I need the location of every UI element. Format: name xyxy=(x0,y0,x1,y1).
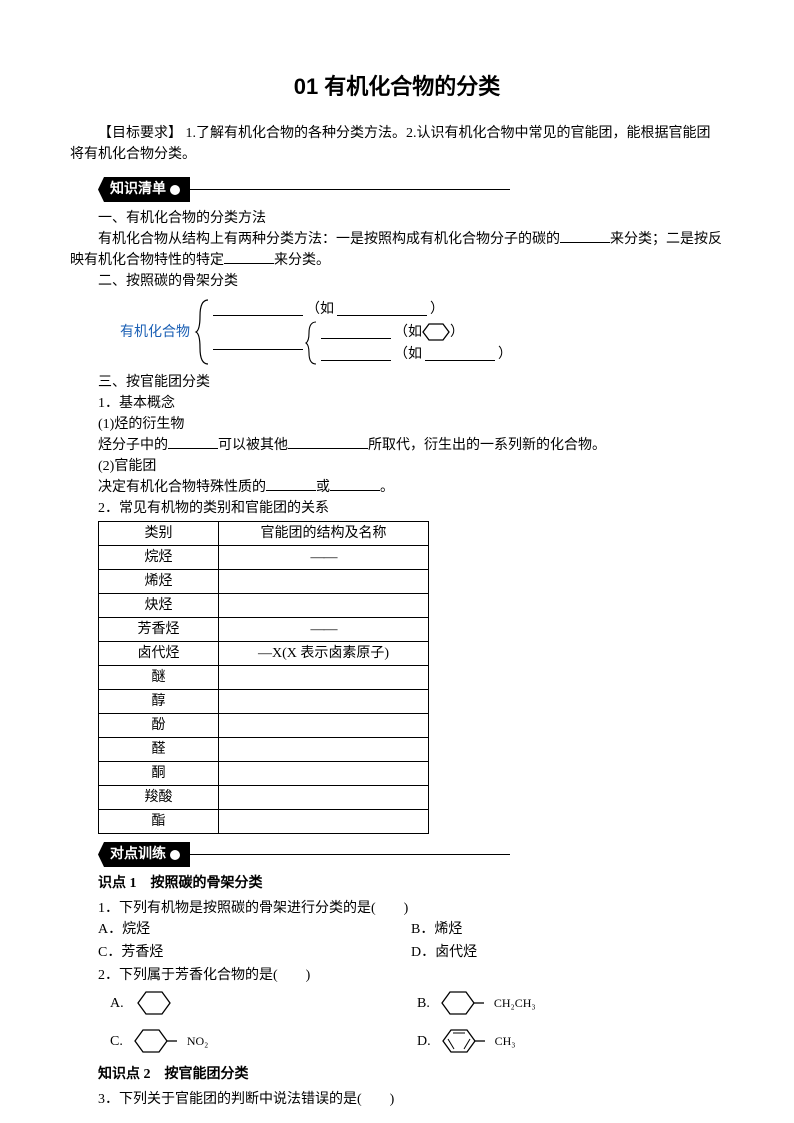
heading-3-2: 2．常见有机物的类别和官能团的关系 xyxy=(98,498,724,519)
q1-opt-a[interactable]: A．烷烃 xyxy=(98,919,411,940)
table-row: 烯烃 xyxy=(99,570,429,594)
q1-opt-b[interactable]: B．烯烃 xyxy=(411,919,724,940)
table-row: 酮 xyxy=(99,762,429,786)
table-row: 醇 xyxy=(99,690,429,714)
brace-row2-suffix: ） xyxy=(450,322,464,343)
knowledge-point-2: 知识点 2 按官能团分类 xyxy=(98,1064,724,1085)
tab-dot-icon xyxy=(170,850,180,860)
section-label-2: 对点训练 xyxy=(110,844,166,865)
brace-row1-suffix: ） xyxy=(430,299,444,320)
heading-3-1-2: (2)官能团 xyxy=(98,456,724,477)
blank-1[interactable] xyxy=(560,229,610,243)
q2-opt-d[interactable]: D. CH₃ xyxy=(417,1024,724,1058)
q2-opt-a[interactable]: A. xyxy=(110,986,417,1020)
deriv-a: 烃分子中的 xyxy=(98,438,168,453)
heading-1: 一、有机化合物的分类方法 xyxy=(98,208,724,229)
func-a: 决定有机化合物特殊性质的 xyxy=(98,480,266,495)
cyclohexyl-ethyl-icon xyxy=(440,988,484,1018)
hexagon-icon xyxy=(422,322,450,342)
functional-group-table: 类别 官能团的结构及名称 烷烃—— 烯烃 炔烃 芳香烃—— 卤代烃—X(X 表示… xyxy=(98,521,429,834)
func-or: 或 xyxy=(316,480,330,495)
section-divider xyxy=(190,189,510,190)
blank-5[interactable] xyxy=(266,477,316,491)
table-row: 羧酸 xyxy=(99,786,429,810)
heading-3-1: 1．基本概念 xyxy=(98,393,724,414)
table-row: 炔烃 xyxy=(99,594,429,618)
blank-6[interactable] xyxy=(330,477,380,491)
cyclohexyl-nitro-icon xyxy=(133,1026,177,1056)
q1-opt-d[interactable]: D．卤代烃 xyxy=(411,942,724,963)
tab-dot-icon xyxy=(170,185,180,195)
brace-row3-suffix: ） xyxy=(498,344,512,365)
blank-2[interactable] xyxy=(224,250,274,264)
section-label-1: 知识清单 xyxy=(110,179,166,200)
heading-2: 二、按照碳的骨架分类 xyxy=(98,271,724,292)
deriv-c: 所取代，衍生出的一系列新的化合物。 xyxy=(368,438,606,453)
question-2: 2．下列属于芳香化合物的是( ) xyxy=(98,965,724,986)
table-row: 酯 xyxy=(99,810,429,834)
table-header-group: 官能团的结构及名称 xyxy=(219,522,429,546)
section-tab-knowledge: 知识清单 xyxy=(98,177,190,202)
classification-brace: 有机化合物 （如 ） （如 ） xyxy=(120,298,724,366)
p1-a: 有机化合物从结构上有两种分类方法：一是按照构成有机化合物分子的碳的 xyxy=(98,232,560,247)
q2-opt-c[interactable]: C. NO₂ xyxy=(110,1024,417,1058)
p1-c: 来分类。 xyxy=(274,253,330,268)
blank-brace-3a[interactable] xyxy=(321,347,391,361)
section-header-2: 对点训练 xyxy=(98,842,724,867)
brace-root-label: 有机化合物 xyxy=(120,322,190,343)
brace-row2-prefix: （如 xyxy=(394,322,422,343)
func-b: 。 xyxy=(380,480,394,495)
blank-brace-2[interactable] xyxy=(213,336,303,350)
table-row: 醛 xyxy=(99,738,429,762)
deriv-b: 可以被其他 xyxy=(218,438,288,453)
question-1: 1．下列有机物是按照碳的骨架进行分类的是( ) xyxy=(98,898,724,919)
question-3: 3．下列关于官能团的判断中说法错误的是( ) xyxy=(98,1089,724,1110)
table-row: 酚 xyxy=(99,714,429,738)
blank-brace-2a[interactable] xyxy=(321,325,391,339)
table-row: 烷烃—— xyxy=(99,546,429,570)
blank-brace-3b[interactable] xyxy=(425,347,495,361)
objectives-text: 【目标要求】 1.了解有机化合物的各种分类方法。2.认识有机化合物中常见的官能团… xyxy=(70,123,724,165)
q2-opt-b[interactable]: B. CH₂CH₃ xyxy=(417,986,724,1020)
brace-row3-prefix: （如 xyxy=(394,344,422,365)
left-brace-icon xyxy=(196,298,210,366)
q1-options: A．烷烃 B．烯烃 C．芳香烃 D．卤代烃 xyxy=(98,919,724,963)
heading-3-1-1: (1)烃的衍生物 xyxy=(98,414,724,435)
heading-3: 三、按官能团分类 xyxy=(98,372,724,393)
blank-4[interactable] xyxy=(288,435,368,449)
blank-brace-1[interactable] xyxy=(213,302,303,316)
cyclohexane-icon xyxy=(134,988,174,1018)
toluene-icon xyxy=(441,1026,485,1056)
brace-row1-prefix: （如 xyxy=(306,299,334,320)
section-header-1: 知识清单 xyxy=(98,177,724,202)
q1-opt-c[interactable]: C．芳香烃 xyxy=(98,942,411,963)
blank-brace-1b[interactable] xyxy=(337,302,427,316)
page-title: 01 有机化合物的分类 xyxy=(70,70,724,103)
section-divider xyxy=(190,854,510,855)
table-row: 芳香烃—— xyxy=(99,618,429,642)
table-header-category: 类别 xyxy=(99,522,219,546)
knowledge-point-1: 识点 1 按照碳的骨架分类 xyxy=(98,873,724,894)
table-row: 醚 xyxy=(99,666,429,690)
section-tab-practice: 对点训练 xyxy=(98,842,190,867)
table-row: 卤代烃—X(X 表示卤素原子) xyxy=(99,642,429,666)
sub-brace-icon xyxy=(306,320,318,366)
blank-3[interactable] xyxy=(168,435,218,449)
